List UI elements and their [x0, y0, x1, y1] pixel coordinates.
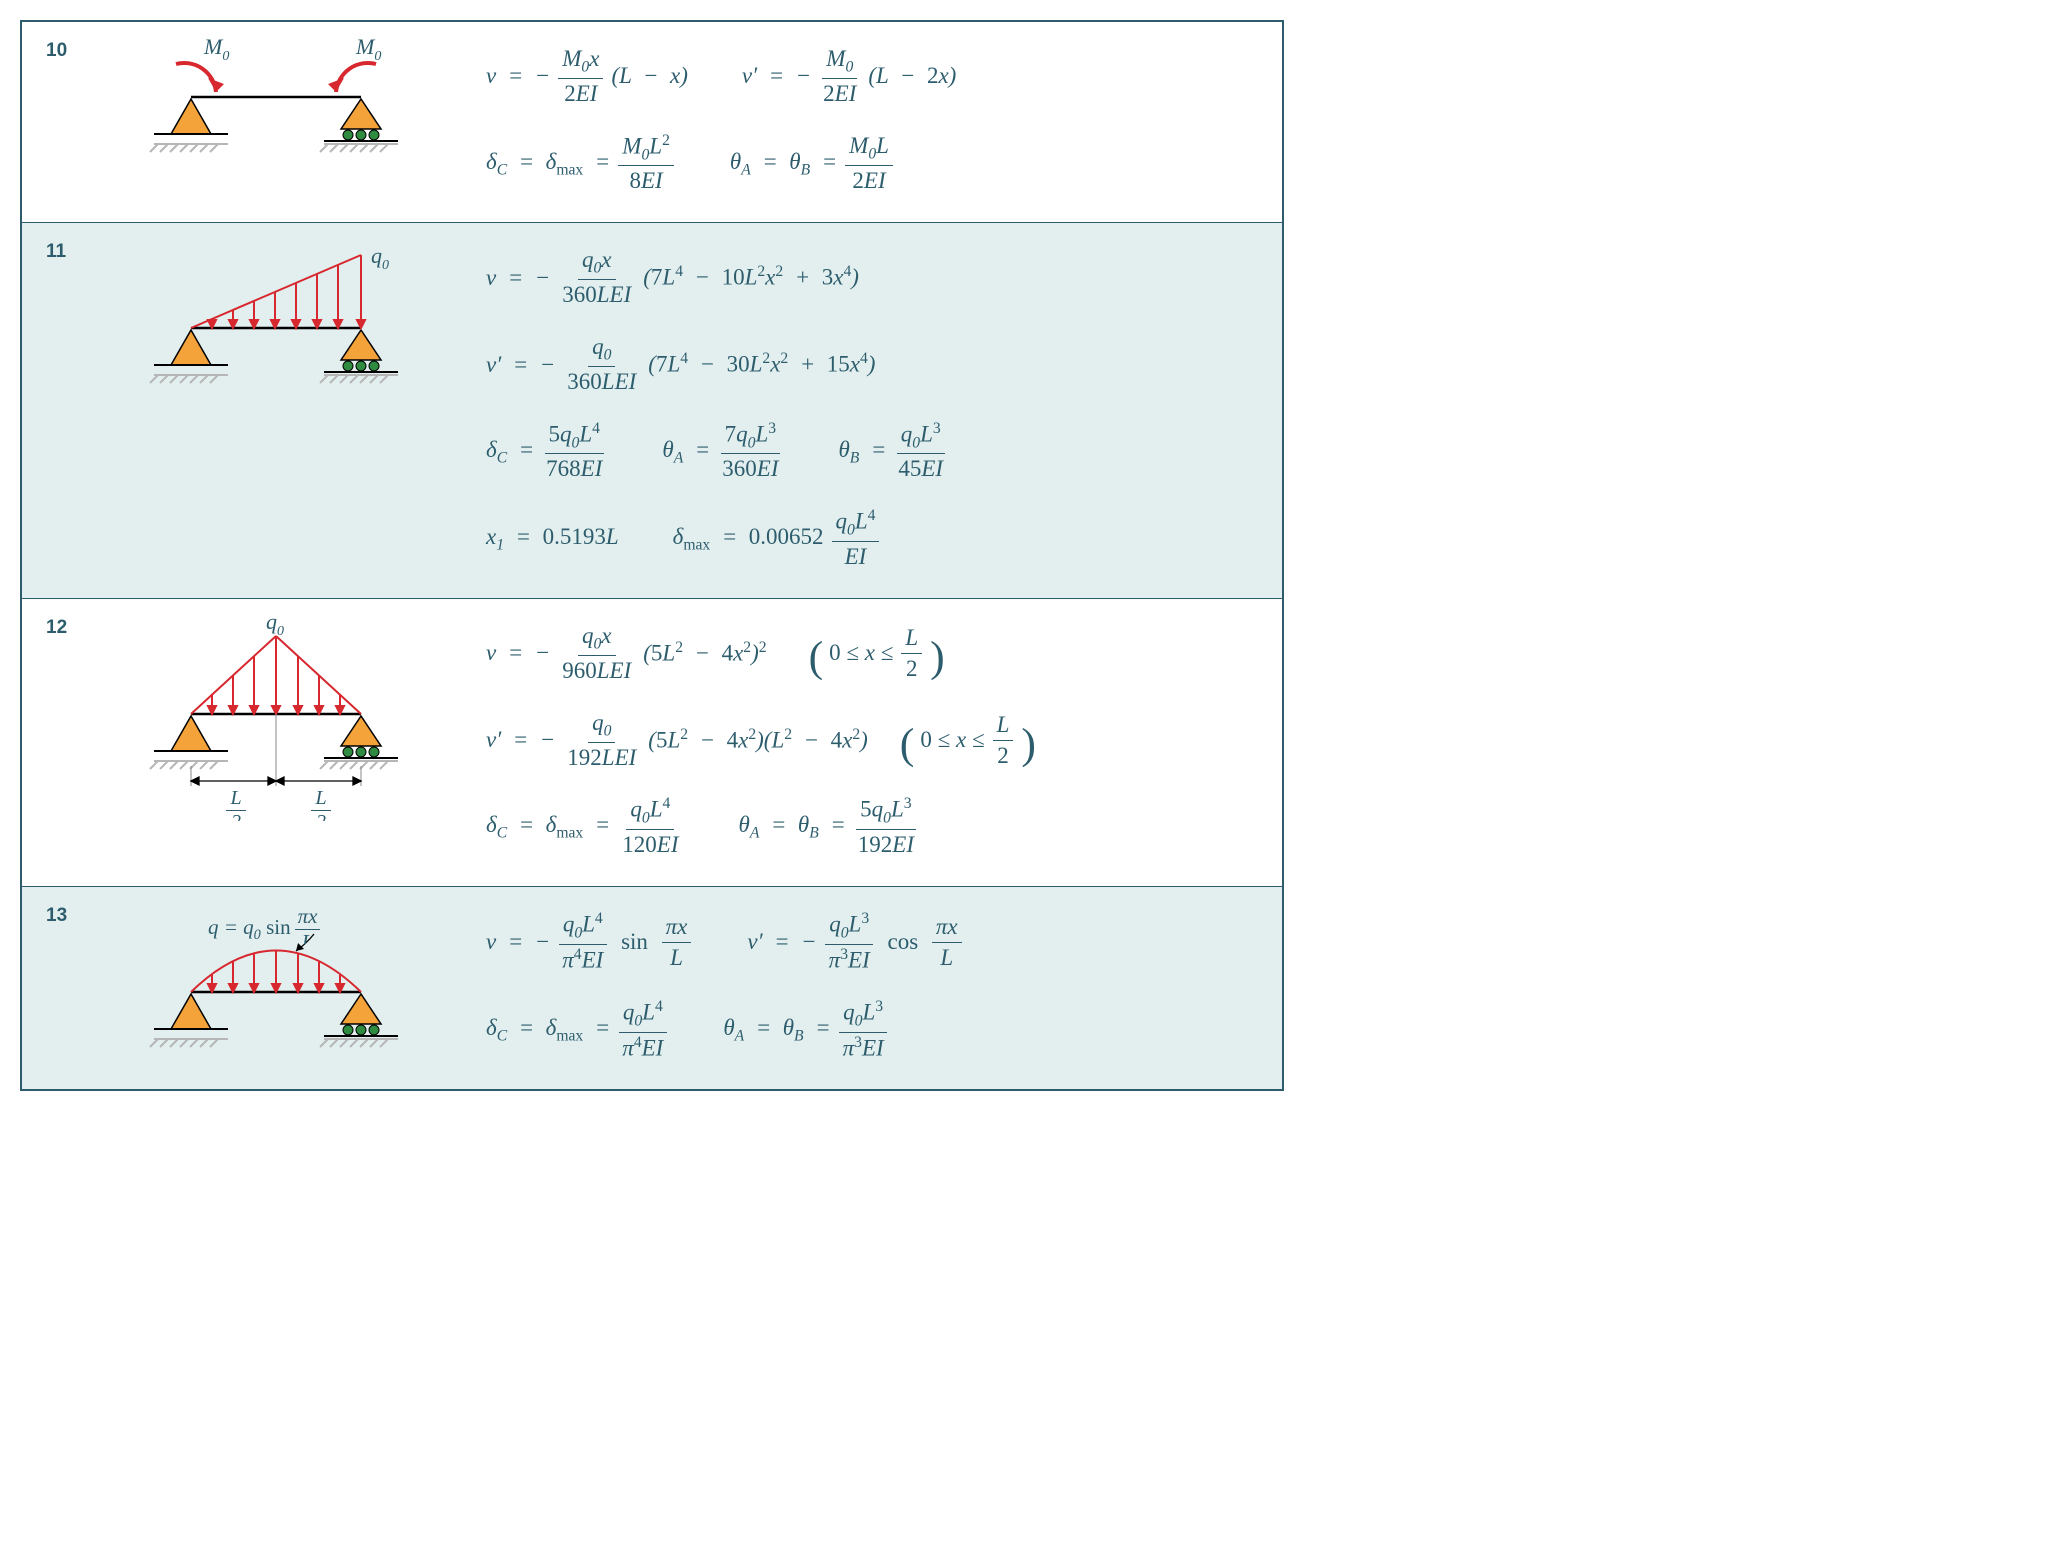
beam-diagram-end-moments: M0 M0: [116, 34, 436, 164]
beam-diagram-sine: q = q0 sin πxL: [116, 899, 436, 1059]
row-11: 11: [22, 223, 1282, 599]
beam-diagram-tri-center: q0 L2 L2: [116, 611, 436, 821]
row-number: 11: [22, 223, 86, 598]
svg-text:q0: q0: [266, 611, 284, 639]
diagram-cell-11: q0: [86, 223, 476, 598]
svg-text:q0: q0: [371, 243, 389, 273]
row-number: 13: [22, 887, 86, 1089]
row-10: 10 M0 M0 v: [22, 22, 1282, 223]
diagram-cell-13: q = q0 sin πxL: [86, 887, 476, 1089]
svg-text:M0: M0: [203, 34, 229, 64]
row-number: 10: [22, 22, 86, 222]
diagram-cell-12: q0 L2 L2: [86, 599, 476, 886]
row-number: 12: [22, 599, 86, 886]
equations-10: v = − M0x2EI (L − x) v′ = − M02EI (L − 2…: [476, 22, 1282, 222]
equations-13: v = − q0L4π4EI sin πxL v′ = − q0L3π3EI c…: [476, 887, 1282, 1089]
svg-text:M0: M0: [355, 34, 381, 64]
diagram-cell-10: M0 M0: [86, 22, 476, 222]
row-12: 12 q0: [22, 599, 1282, 887]
equations-12: v = − q0x960LEI (5L2 − 4x2)2 ( 0 ≤ x ≤ L…: [476, 599, 1282, 886]
beam-deflection-table: 10 M0 M0 v: [20, 20, 1284, 1091]
equations-11: v = − q0x360LEI (7L4 − 10L2x2 + 3x4) v′ …: [476, 223, 1282, 598]
beam-diagram-tri-right: q0: [116, 235, 436, 395]
row-13: 13: [22, 887, 1282, 1089]
